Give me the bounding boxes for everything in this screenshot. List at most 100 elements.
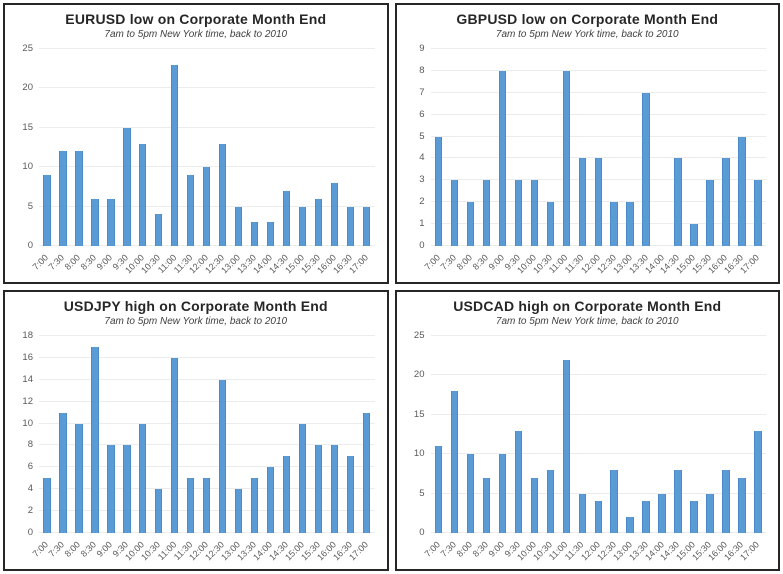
- bar: [266, 222, 275, 246]
- chart-panel-usdjpy-high: USDJPY high on Corporate Month End 7am t…: [3, 290, 389, 571]
- x-axis: 7:00 7:30 8:00 8:30 9:00 9:30 10:00 10:30 11:00 1…: [423, 533, 767, 569]
- bar-cell: [151, 49, 167, 246]
- bar-cell: [135, 49, 151, 246]
- bar: [754, 180, 762, 246]
- gridline: [39, 48, 375, 49]
- bar: [562, 359, 570, 533]
- bar-cell: [750, 49, 766, 246]
- gridline: [39, 378, 375, 380]
- bar-cell: [167, 336, 183, 533]
- bar-cell: [358, 49, 374, 246]
- bar-cell: [358, 336, 374, 533]
- bar-cell: [478, 49, 494, 246]
- bar-cell: [263, 49, 279, 246]
- y-tick-label: 15: [413, 408, 425, 420]
- x-tick: 17:00: [347, 246, 374, 282]
- bar: [642, 501, 650, 533]
- bar: [43, 175, 51, 246]
- bar-cell: [526, 336, 542, 533]
- bar-cell: [606, 49, 622, 246]
- bar: [282, 456, 291, 533]
- bar: [234, 206, 243, 246]
- bar-cell: [247, 49, 263, 246]
- bar-cell: [103, 49, 119, 246]
- chart-body: 0 1 2 3 4 5 6 7 8 9 7:00 7:30 8:00 8:30 9:00 9:30 10:00…: [397, 41, 779, 282]
- y-tick-label: 10: [22, 161, 33, 173]
- y-tick-label: 2: [419, 196, 425, 208]
- bar: [346, 456, 355, 533]
- gridline: [39, 356, 375, 358]
- bar: [75, 151, 83, 246]
- bar-cell: [542, 49, 558, 246]
- bar-cell: [71, 49, 87, 246]
- gridline: [430, 453, 766, 455]
- y-tick-label: 9: [419, 43, 425, 54]
- bar-cell: [702, 336, 718, 533]
- bar-cell: [558, 336, 574, 533]
- chart-body: 0 5 10 15 20 25 7:00 7:30 8:00 8:30 9:00 9:30 10:00…: [397, 328, 779, 569]
- y-tick-label: 0: [27, 240, 33, 251]
- bar-cell: [590, 336, 606, 533]
- bar: [171, 357, 179, 533]
- bar: [690, 501, 698, 533]
- y-tick-label: 25: [413, 330, 425, 341]
- plot-area: [39, 48, 375, 246]
- bar: [706, 493, 714, 533]
- bar-cell: [702, 49, 718, 246]
- bars: [39, 336, 375, 533]
- bar-cell: [55, 336, 71, 533]
- bar-cell: [462, 336, 478, 533]
- bar: [738, 136, 746, 246]
- gridline: [39, 87, 375, 89]
- bar-cell: [231, 336, 247, 533]
- bar: [610, 469, 618, 533]
- bar: [107, 445, 115, 533]
- chart-title: USDJPY high on Corporate Month End: [63, 298, 328, 314]
- y-tick-label: 0: [419, 527, 425, 538]
- bar-cell: [215, 49, 231, 246]
- bar-cell: [119, 49, 135, 246]
- gridline: [430, 157, 766, 159]
- bar: [314, 445, 323, 533]
- bar-cell: [431, 49, 447, 246]
- gridline: [430, 335, 766, 336]
- bar: [450, 391, 459, 533]
- bar: [466, 202, 475, 246]
- bar: [266, 467, 275, 533]
- bar-cell: [326, 49, 342, 246]
- bar: [91, 198, 99, 246]
- bar: [594, 501, 602, 533]
- bar: [234, 489, 243, 533]
- gridline: [430, 374, 766, 376]
- x-tick: 17:00: [738, 246, 766, 282]
- y-tick-label: 5: [419, 487, 425, 499]
- bar: [594, 158, 602, 246]
- bar-cell: [638, 336, 654, 533]
- x-axis: 7:00 7:30 8:00 8:30 9:00 9:30 10:00 10:30 11:00 1…: [31, 533, 375, 569]
- gridline: [39, 444, 375, 446]
- bar-cell: [215, 336, 231, 533]
- bar: [530, 180, 538, 246]
- x-axis: 7:00 7:30 8:00 8:30 9:00 9:30 10:00 10:30 11:00 1…: [31, 246, 375, 282]
- bar-cell: [718, 49, 734, 246]
- bar-cell: [558, 49, 574, 246]
- bar: [362, 206, 371, 246]
- bar-cell: [686, 49, 702, 246]
- bar: [298, 206, 307, 246]
- y-axis: 0 5 10 15 20 25: [401, 331, 431, 538]
- bar: [482, 180, 491, 246]
- bar-cell: [478, 336, 494, 533]
- y-tick-label: 10: [22, 417, 33, 429]
- y-tick-label: 5: [419, 130, 425, 142]
- bar: [91, 346, 99, 533]
- bar-cell: [263, 336, 279, 533]
- bar: [562, 70, 570, 246]
- y-axis: 0 1 2 3 4 5 6 7 8 9: [401, 44, 431, 251]
- bar: [282, 190, 291, 246]
- y-tick-label: 12: [22, 395, 33, 407]
- bar-cell: [39, 336, 55, 533]
- bar: [482, 477, 491, 533]
- y-tick-label: 0: [27, 527, 33, 538]
- bar-cell: [151, 336, 167, 533]
- bar: [139, 423, 147, 533]
